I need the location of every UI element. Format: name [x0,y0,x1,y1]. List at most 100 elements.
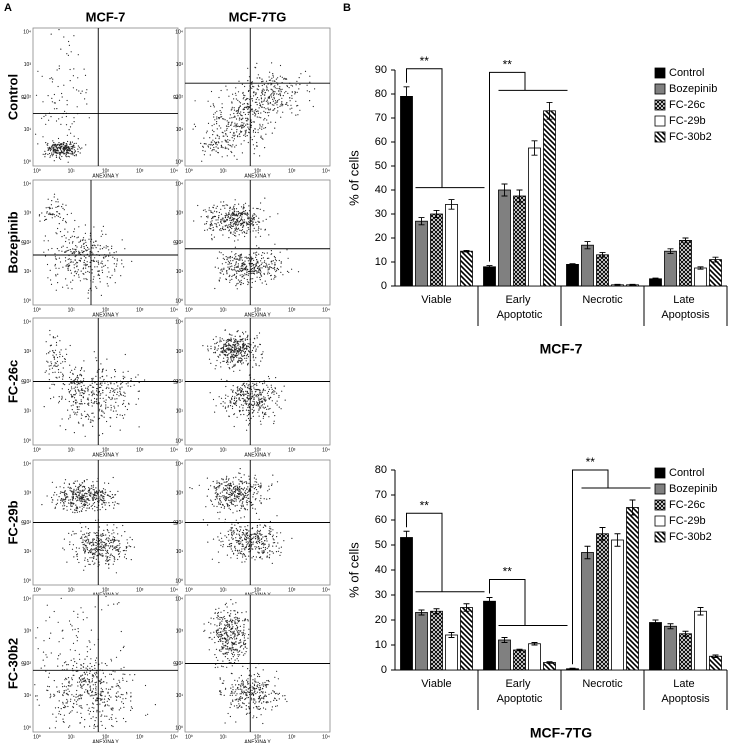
event-dot [314,88,316,90]
event-dot [217,222,219,224]
event-dot [91,487,93,489]
event-dot [61,150,63,152]
event-dot [281,88,283,90]
event-dot [80,389,82,391]
event-dot [235,126,237,128]
event-dot [257,84,259,86]
event-dot [272,411,274,413]
event-dot [108,547,111,549]
event-dot [252,230,254,232]
event-dot [91,251,93,253]
event-dot [95,394,98,396]
event-dot [235,476,237,478]
event-dot [106,283,108,285]
event-dot [255,538,257,540]
event-dot [55,120,58,122]
event-dot [77,138,79,140]
event-dot [238,234,240,236]
event-dot [106,529,108,531]
event-dot [54,216,56,218]
event-dot [231,354,233,356]
event-dot [53,214,55,216]
event-dot [79,260,81,262]
event-dot [85,263,87,265]
event-dot [282,111,284,113]
event-dot [69,502,71,504]
event-dot [236,390,238,392]
y-tick-label: 10² [24,94,32,100]
event-dot [85,526,87,528]
event-dot [229,543,231,545]
event-dot [104,493,106,495]
x-tick-label: 10¹ [68,587,76,593]
event-dot [82,252,84,254]
event-dot [272,80,274,82]
event-dot [261,404,264,406]
event-dot [52,149,54,151]
event-dot [261,92,263,94]
event-dot [238,533,240,535]
event-dot [76,379,79,381]
event-dot [48,152,51,155]
event-dot [242,126,244,128]
event-dot [268,546,270,548]
event-dot [99,545,101,547]
event-dot [78,653,80,655]
event-dot [73,117,75,119]
event-dot [246,270,248,272]
event-dot [44,215,46,218]
event-dot [85,387,87,389]
event-dot [73,68,75,70]
event-dot [54,362,56,364]
event-dot [117,405,119,407]
event-dot [260,547,262,549]
event-dot [218,501,220,503]
event-dot [267,122,269,124]
event-dot [234,495,236,497]
event-dot [49,387,51,389]
event-dot [80,502,82,504]
event-dot [229,114,231,116]
event-dot [243,533,245,536]
event-dot [222,503,224,506]
event-dot [58,65,60,67]
event-dot [92,247,94,249]
event-dot [64,153,66,155]
event-dot [222,489,224,491]
event-dot [216,488,218,490]
event-dot [79,392,81,394]
event-dot [61,500,64,502]
event-dot [278,547,280,549]
event-dot [75,507,77,509]
event-dot [242,103,244,105]
event-dot [277,550,280,552]
event-dot [124,414,126,416]
event-dot [259,539,261,541]
event-dot [118,548,120,550]
event-dot [50,363,53,365]
event-dot [254,131,257,133]
event-dot [220,347,223,349]
event-dot [67,677,70,679]
event-dot [222,544,224,546]
event-dot [210,228,212,230]
event-dot [260,391,262,393]
x-tick-label: 10¹ [220,168,228,174]
event-dot [257,491,259,493]
event-dot [114,501,116,503]
event-dot [240,526,242,528]
event-dot [233,370,235,372]
event-dot [54,337,56,339]
event-dot [70,659,72,662]
event-dot [76,500,78,502]
event-dot [230,528,232,530]
event-dot [262,542,265,544]
event-dot [101,266,103,268]
event-dot [231,407,234,410]
event-dot [234,146,236,148]
event-dot [119,546,121,549]
event-dot [237,388,239,390]
event-dot [246,103,248,105]
event-dot [49,155,52,157]
event-dot [213,505,215,507]
